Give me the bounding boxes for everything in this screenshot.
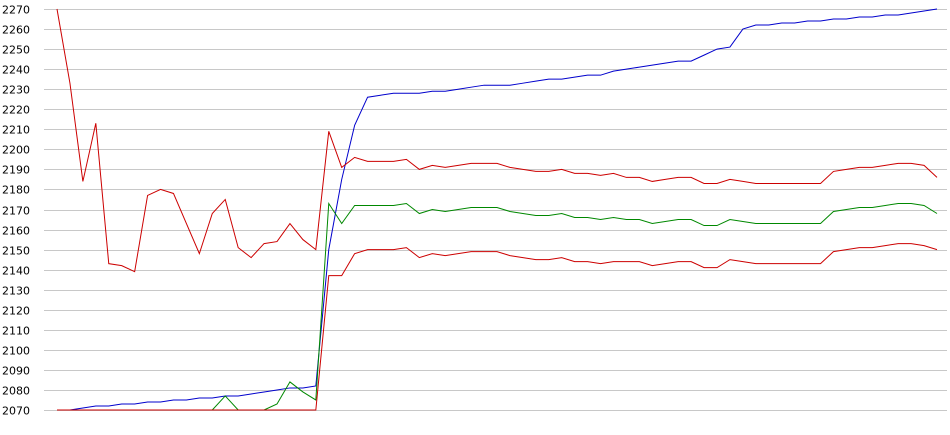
y-tick-label: 2080 <box>2 385 30 398</box>
series-lines <box>56 8 938 411</box>
y-tick-label: 2260 <box>2 24 30 37</box>
grid-lines <box>44 9 947 411</box>
y-tick-label: 2270 <box>2 4 30 17</box>
y-tick-label: 2170 <box>2 205 30 218</box>
series-line-2 <box>56 8 938 273</box>
y-tick-label: 2220 <box>2 104 30 117</box>
y-tick-label: 2070 <box>2 405 30 418</box>
y-tick-label: 2250 <box>2 44 30 57</box>
y-tick-label: 2180 <box>2 184 30 197</box>
y-tick-label: 2190 <box>2 164 30 177</box>
y-tick-label: 2200 <box>2 144 30 157</box>
y-tick-label: 2140 <box>2 265 30 278</box>
y-tick-label: 2230 <box>2 84 30 97</box>
y-tick-label: 2110 <box>2 325 30 338</box>
y-tick-label: 2100 <box>2 345 30 358</box>
y-tick-label: 2210 <box>2 124 30 137</box>
y-tick-label: 2090 <box>2 365 30 378</box>
series-line-0 <box>57 8 938 411</box>
y-tick-label: 2150 <box>2 245 30 258</box>
y-tick-label: 2120 <box>2 305 30 318</box>
y-axis-tick-labels: 2070 2080 2090 2100 2110 2120 2130 2140 2150 2160… <box>2 4 30 418</box>
y-tick-label: 2240 <box>2 64 30 77</box>
series-line-3 <box>57 243 938 411</box>
y-tick-label: 2160 <box>2 225 30 238</box>
series-line-1 <box>57 201 938 411</box>
y-tick-label: 2130 <box>2 285 30 298</box>
